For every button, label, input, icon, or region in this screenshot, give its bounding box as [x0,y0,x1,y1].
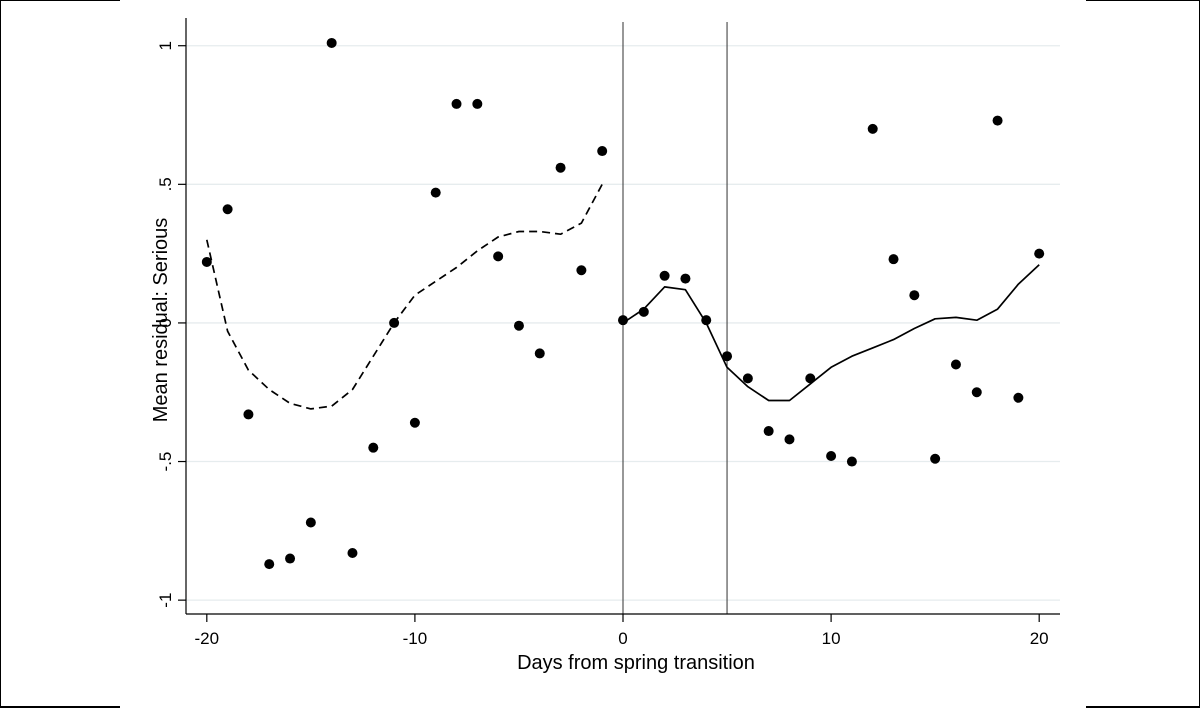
fit-lines [205,183,1040,410]
data-point [909,290,920,301]
y-tick-label: .5 [156,177,175,191]
y-tick-label: 1 [156,41,175,50]
data-point [201,256,212,267]
post-transition-fit-line [622,264,1040,402]
data-point [493,251,504,262]
outer-frame-top-right [1086,0,1200,1]
outer-frame-top-left [0,0,120,1]
data-point [826,450,837,461]
data-point [305,517,316,528]
data-point [285,553,296,564]
data-point [430,187,441,198]
data-point [326,37,337,48]
data-point [243,409,254,420]
data-point [971,387,982,398]
y-axis-label: Mean residual: Serious [150,218,172,423]
data-point [659,270,670,281]
data-point [846,456,857,467]
data-point [950,359,961,370]
pre-transition-fit-line [205,183,603,410]
data-point [618,315,628,326]
data-point [513,320,524,331]
data-point [451,98,462,109]
data-point [742,373,753,384]
x-tick-label: -20 [195,629,220,648]
data-point [930,453,941,464]
data-point [638,306,649,317]
outer-frame-left [0,0,1,708]
data-points [201,37,1045,570]
data-point [368,442,379,453]
data-point [680,273,691,284]
data-point [347,548,358,559]
x-tick-label: -10 [403,629,428,648]
x-axis-label: Days from spring transition [517,652,755,674]
data-point [222,204,233,215]
data-point [534,348,545,359]
data-point [472,98,483,109]
data-point [805,373,816,384]
x-tick-label: 0 [618,629,627,648]
data-point [867,123,878,134]
data-point [389,317,400,328]
x-tick-label: 20 [1030,629,1049,648]
scatter-chart: -1 -.5 0 .5 1 -20 -10 0 10 20 Days from spring tr… [150,18,1060,674]
data-point [888,254,899,265]
data-point [722,351,733,362]
y-tick-label: -1 [156,593,175,608]
data-point [784,434,795,445]
data-point [992,115,1003,126]
y-tick-label: -.5 [156,452,175,472]
y-tick-label: 0 [156,318,175,327]
axes: -1 -.5 0 .5 1 -20 -10 0 10 20 [156,18,1060,648]
x-tick-label: 10 [822,629,841,648]
data-point [1034,248,1045,259]
reference-lines [622,22,728,614]
data-point [555,162,566,173]
data-point [597,146,608,157]
data-point [264,559,275,570]
data-point [576,265,587,276]
data-point [701,315,712,326]
data-point [1013,392,1024,403]
data-point [763,426,774,437]
data-point [409,417,420,428]
chart-panel: -1 -.5 0 .5 1 -20 -10 0 10 20 Days from spring tr… [120,0,1086,708]
